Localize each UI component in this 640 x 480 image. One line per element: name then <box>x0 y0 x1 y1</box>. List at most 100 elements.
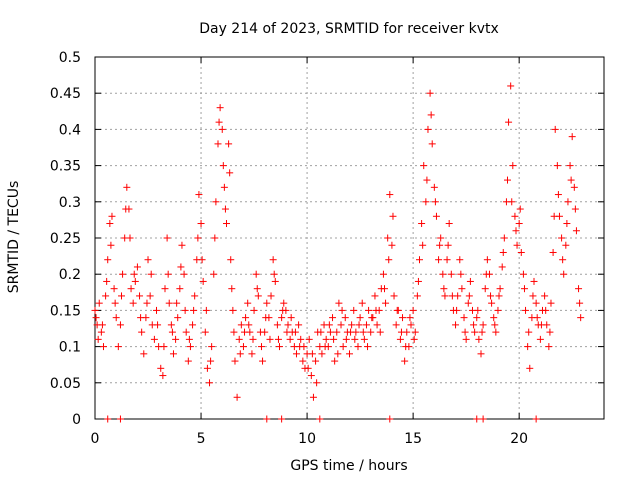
data-point <box>292 350 300 358</box>
zero-marker <box>278 415 286 423</box>
data-point <box>511 212 519 220</box>
x-tick-label: 15 <box>404 431 422 447</box>
data-point <box>218 125 226 133</box>
data-point <box>401 357 409 365</box>
data-point <box>360 335 368 343</box>
data-point <box>499 248 507 256</box>
data-point <box>461 328 469 336</box>
data-points <box>91 82 585 423</box>
data-point <box>280 299 288 307</box>
data-point <box>533 314 541 322</box>
data-point <box>339 343 347 351</box>
data-point <box>201 328 209 336</box>
data-point <box>220 183 228 191</box>
data-point <box>545 343 553 351</box>
data-point <box>505 118 513 126</box>
data-point <box>279 306 287 314</box>
y-tick-label: 0.15 <box>50 303 81 319</box>
data-point <box>471 328 479 336</box>
data-point <box>465 292 473 300</box>
y-axis-label: SRMTID / TECUs <box>6 181 22 294</box>
data-point <box>333 328 341 336</box>
data-point <box>160 343 168 351</box>
data-point <box>525 328 533 336</box>
data-point <box>424 125 432 133</box>
data-point <box>283 328 291 336</box>
data-point <box>389 212 397 220</box>
data-point <box>322 335 330 343</box>
data-point <box>550 212 558 220</box>
x-tick-label: 20 <box>510 431 528 447</box>
data-point <box>169 350 177 358</box>
data-point <box>239 343 247 351</box>
data-point <box>225 140 233 148</box>
data-point <box>362 321 370 329</box>
data-point <box>229 306 237 314</box>
data-point <box>441 292 449 300</box>
data-point <box>226 169 234 177</box>
data-point <box>184 357 192 365</box>
data-point <box>382 299 390 307</box>
data-point <box>430 183 438 191</box>
data-point <box>570 183 578 191</box>
data-point <box>307 372 315 380</box>
data-point <box>221 205 229 213</box>
data-point <box>436 241 444 249</box>
data-point <box>112 314 120 322</box>
data-point <box>413 292 421 300</box>
data-point <box>447 270 455 278</box>
data-point <box>106 220 114 228</box>
data-point <box>309 393 317 401</box>
zero-marker <box>116 415 124 423</box>
data-point <box>558 234 566 242</box>
data-point <box>414 277 422 285</box>
data-point <box>157 364 165 372</box>
data-point <box>439 270 447 278</box>
data-point <box>519 270 527 278</box>
data-point <box>161 285 169 293</box>
data-point <box>92 314 100 322</box>
data-point <box>507 82 515 90</box>
data-point <box>248 350 256 358</box>
data-point <box>411 328 419 336</box>
data-point <box>420 162 428 170</box>
data-point <box>567 176 575 184</box>
data-point <box>516 205 524 213</box>
data-point <box>330 335 338 343</box>
data-point <box>231 357 239 365</box>
data-point <box>410 335 418 343</box>
data-point <box>176 285 184 293</box>
data-point <box>104 256 112 264</box>
data-point <box>419 241 427 249</box>
data-point <box>304 364 312 372</box>
data-point <box>182 328 190 336</box>
data-point <box>245 321 253 329</box>
data-point <box>522 306 530 314</box>
data-point <box>500 234 508 242</box>
data-point <box>249 335 257 343</box>
data-point <box>194 234 202 242</box>
data-point <box>365 306 373 314</box>
data-point <box>329 314 337 322</box>
data-point <box>487 292 495 300</box>
data-point <box>146 292 154 300</box>
data-point <box>250 306 258 314</box>
y-tick-label: 0.4 <box>59 122 81 138</box>
data-point <box>409 306 417 314</box>
data-point <box>517 248 525 256</box>
data-point <box>94 335 102 343</box>
y-tick-label: 0.2 <box>59 267 81 283</box>
data-point <box>195 191 203 199</box>
data-point <box>445 220 453 228</box>
data-point <box>276 343 284 351</box>
y-tick-label: 0.35 <box>50 159 81 175</box>
data-point <box>212 198 220 206</box>
data-point <box>390 292 398 300</box>
data-point <box>274 335 282 343</box>
zero-marker <box>473 415 481 423</box>
data-point <box>571 205 579 213</box>
data-point <box>483 256 491 264</box>
data-point <box>144 256 152 264</box>
data-point <box>337 321 345 329</box>
